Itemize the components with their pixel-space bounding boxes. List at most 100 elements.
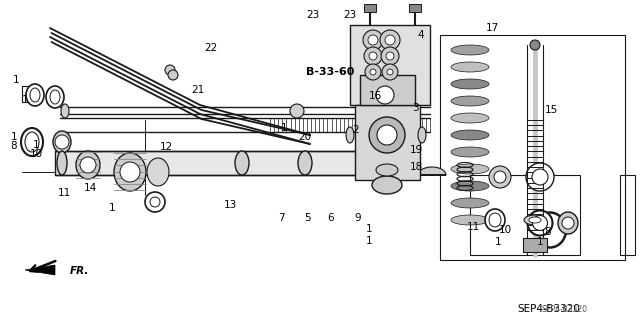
Ellipse shape <box>25 132 39 152</box>
Text: 17: 17 <box>485 23 499 33</box>
Text: 1: 1 <box>22 95 28 105</box>
Bar <box>523 238 547 252</box>
Ellipse shape <box>30 88 40 102</box>
Text: 23: 23 <box>307 10 319 20</box>
Circle shape <box>562 217 574 229</box>
Polygon shape <box>418 167 446 175</box>
Polygon shape <box>25 265 55 275</box>
Ellipse shape <box>61 104 69 118</box>
Circle shape <box>494 171 506 183</box>
Ellipse shape <box>451 130 489 140</box>
Bar <box>440 35 625 260</box>
Ellipse shape <box>235 151 249 175</box>
Ellipse shape <box>290 104 304 118</box>
Circle shape <box>120 162 140 182</box>
Ellipse shape <box>489 213 501 227</box>
Text: 1: 1 <box>495 237 501 247</box>
Ellipse shape <box>346 127 354 143</box>
Ellipse shape <box>489 166 511 188</box>
Ellipse shape <box>527 211 552 236</box>
Text: 14: 14 <box>83 183 97 193</box>
Polygon shape <box>355 105 420 180</box>
Text: 9: 9 <box>355 213 362 223</box>
Ellipse shape <box>451 113 489 123</box>
Ellipse shape <box>451 62 489 72</box>
Circle shape <box>381 47 399 65</box>
Circle shape <box>387 69 393 75</box>
Ellipse shape <box>485 209 505 231</box>
Bar <box>620 175 635 255</box>
Text: 8: 8 <box>11 141 17 151</box>
Text: 23: 23 <box>344 10 356 20</box>
Text: 3: 3 <box>412 103 419 113</box>
Ellipse shape <box>529 217 541 223</box>
Circle shape <box>369 117 405 153</box>
Text: 11: 11 <box>58 188 70 198</box>
Ellipse shape <box>534 212 566 247</box>
Text: 10: 10 <box>499 225 511 235</box>
Text: 2: 2 <box>353 125 359 135</box>
Text: 1: 1 <box>109 203 115 213</box>
Text: 1: 1 <box>33 140 39 150</box>
Text: 4: 4 <box>418 30 424 40</box>
Circle shape <box>150 197 160 207</box>
Text: 1: 1 <box>365 236 372 246</box>
Text: 1: 1 <box>11 132 17 142</box>
Ellipse shape <box>376 164 398 176</box>
Ellipse shape <box>558 212 578 234</box>
Text: 18: 18 <box>410 162 422 172</box>
Ellipse shape <box>53 131 71 153</box>
Circle shape <box>380 30 400 50</box>
Text: 20: 20 <box>298 132 312 142</box>
Bar <box>350 25 430 105</box>
Text: 1: 1 <box>281 123 287 133</box>
Circle shape <box>385 35 395 45</box>
Circle shape <box>377 125 397 145</box>
Text: SEP4-B3320: SEP4-B3320 <box>518 304 580 314</box>
Text: 7: 7 <box>278 213 284 223</box>
Ellipse shape <box>526 163 554 191</box>
Circle shape <box>376 86 394 104</box>
Circle shape <box>382 64 398 80</box>
Ellipse shape <box>524 215 546 225</box>
Ellipse shape <box>57 151 67 175</box>
Circle shape <box>365 64 381 80</box>
Ellipse shape <box>532 169 548 185</box>
Text: 22: 22 <box>204 43 218 53</box>
Circle shape <box>165 65 175 75</box>
Ellipse shape <box>114 153 146 191</box>
Ellipse shape <box>451 181 489 191</box>
Circle shape <box>369 52 377 60</box>
Ellipse shape <box>451 198 489 208</box>
Text: 1: 1 <box>13 75 19 85</box>
Text: SEP4-B3320: SEP4-B3320 <box>542 305 588 314</box>
Text: 16: 16 <box>369 91 381 101</box>
Circle shape <box>80 157 96 173</box>
Ellipse shape <box>451 96 489 106</box>
Text: 11: 11 <box>467 222 479 232</box>
Circle shape <box>363 30 383 50</box>
Text: 8: 8 <box>545 227 551 237</box>
Bar <box>470 175 580 255</box>
Bar <box>55 151 395 175</box>
Text: 21: 21 <box>191 85 205 95</box>
Text: B-33-60: B-33-60 <box>306 67 354 77</box>
Text: 13: 13 <box>223 200 237 210</box>
Circle shape <box>386 52 394 60</box>
Ellipse shape <box>298 151 312 175</box>
Text: 10: 10 <box>29 149 43 159</box>
Ellipse shape <box>372 176 402 194</box>
Circle shape <box>370 69 376 75</box>
Ellipse shape <box>451 164 489 174</box>
Ellipse shape <box>451 215 489 225</box>
Text: 19: 19 <box>410 145 422 155</box>
Bar <box>364 4 376 12</box>
Circle shape <box>368 35 378 45</box>
Circle shape <box>55 135 69 149</box>
Ellipse shape <box>76 151 100 179</box>
Text: 1: 1 <box>365 224 372 234</box>
Ellipse shape <box>451 147 489 157</box>
Text: 6: 6 <box>328 213 334 223</box>
Text: 1: 1 <box>537 237 543 247</box>
Circle shape <box>145 192 165 212</box>
